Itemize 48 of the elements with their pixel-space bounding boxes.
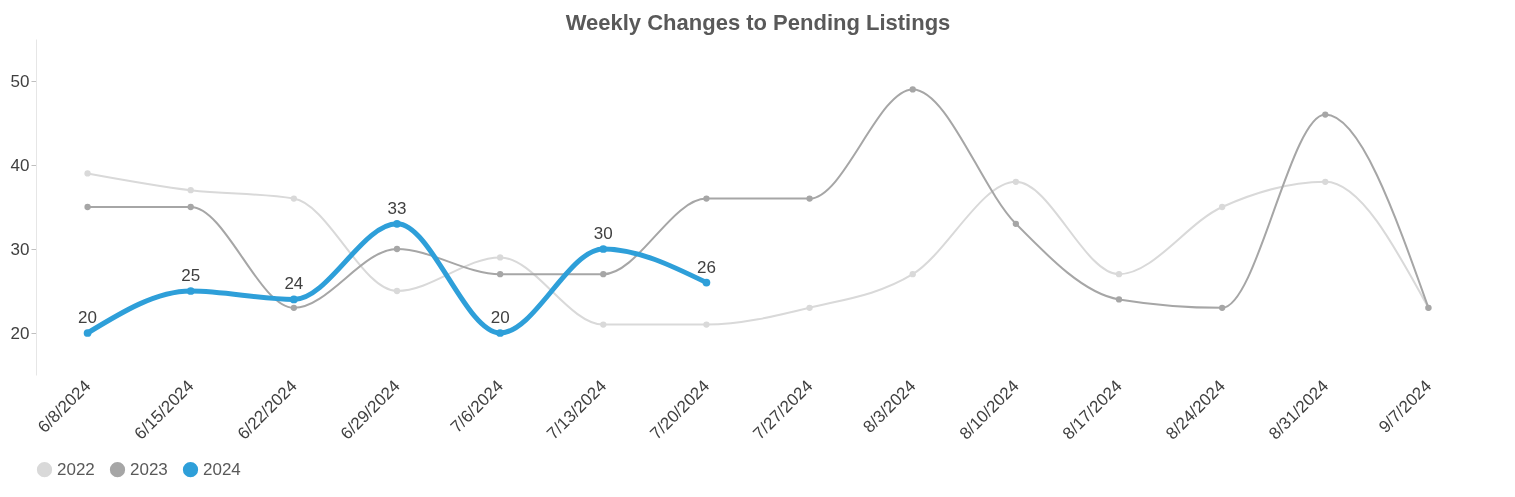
point (1218, 203, 1226, 211)
data-label: 20 (490, 308, 510, 327)
point (290, 195, 298, 202)
point (1322, 178, 1329, 185)
y-tick-label: 20 (10, 323, 30, 343)
point (1115, 271, 1123, 278)
point (909, 271, 916, 278)
point (496, 254, 504, 261)
point (290, 304, 298, 311)
point (186, 287, 195, 295)
chart-title: Weekly Changes to Pending Listings (565, 10, 951, 35)
data-label: 24 (284, 274, 304, 294)
point (1322, 111, 1329, 118)
point (599, 245, 608, 253)
point (496, 329, 505, 337)
data-label: 25 (181, 266, 201, 285)
data-label: 30 (593, 224, 613, 243)
y-tick-label: 50 (10, 71, 30, 91)
point (1012, 178, 1020, 185)
point (83, 329, 92, 337)
data-label: 20 (78, 308, 98, 327)
point (806, 195, 813, 202)
point (1218, 304, 1226, 311)
y-tick-label: 40 (10, 155, 30, 175)
data-label: 33 (387, 198, 407, 218)
point (84, 170, 91, 177)
point (1115, 296, 1123, 303)
legend-label: 2024 (203, 459, 241, 479)
point (600, 321, 607, 328)
point (496, 271, 504, 278)
point (393, 287, 401, 295)
data-label: 26 (696, 257, 716, 277)
point (703, 195, 710, 202)
point (289, 295, 298, 304)
point (702, 278, 711, 287)
y-tick-label: 30 (10, 239, 30, 259)
point (806, 304, 813, 311)
point (909, 86, 916, 93)
point (187, 187, 194, 194)
legend-label: 2023 (130, 459, 168, 479)
legend-label: 2022 (57, 459, 95, 479)
point (187, 203, 194, 211)
point (1012, 220, 1020, 227)
point (393, 219, 401, 228)
point (393, 245, 401, 253)
point (703, 321, 710, 328)
point (84, 203, 91, 211)
point (600, 271, 607, 278)
